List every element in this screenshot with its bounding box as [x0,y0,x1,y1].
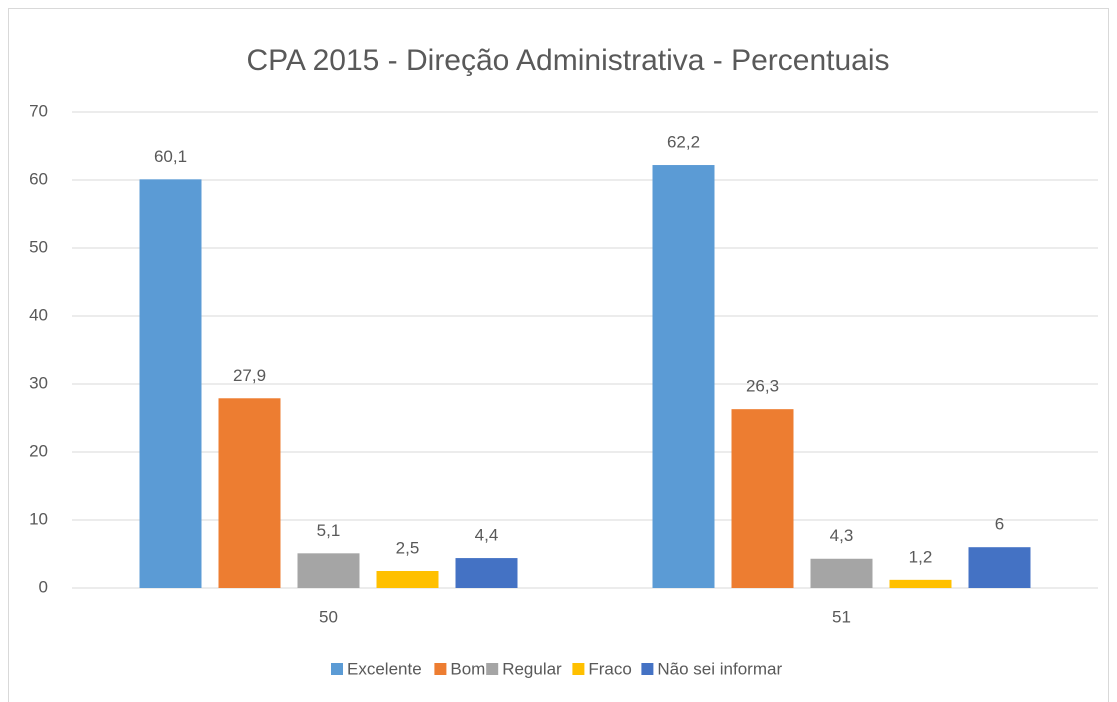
value-label: 4,3 [830,526,854,545]
bar [731,409,794,588]
bar [139,179,202,588]
value-label: 5,1 [317,521,341,540]
chart-title: CPA 2015 - Direção Administrativa - Perc… [246,44,889,77]
y-tick-label: 50 [29,237,48,256]
x-tick-label: 51 [832,607,851,626]
value-label: 26,3 [746,377,779,396]
value-label: 4,4 [475,526,499,545]
legend-swatch [641,663,654,675]
legend-label: Não sei informar [657,659,782,678]
y-tick-label: 10 [29,509,48,528]
legend-label: Regular [502,659,562,678]
value-label: 27,9 [233,366,266,385]
value-label: 2,5 [396,538,420,557]
bar [889,579,952,588]
legend-label: Excelente [347,659,422,678]
value-label: 6 [995,515,1004,534]
bar [218,398,281,588]
x-tick-label: 50 [319,607,338,626]
bar [968,547,1031,588]
legend-label: Fraco [588,659,631,678]
value-label: 1,2 [909,547,933,566]
y-tick-label: 0 [39,577,48,596]
legend-swatch [572,663,585,675]
legend-label: Bom [450,659,485,678]
y-tick-label: 40 [29,305,48,324]
bar [297,553,360,588]
bar [810,558,873,588]
value-label: 60,1 [154,147,187,166]
y-tick-label: 60 [29,169,48,188]
bar [652,165,715,589]
legend-swatch [331,663,343,675]
bar [376,571,439,588]
y-tick-label: 20 [29,441,48,460]
y-tick-label: 70 [29,101,48,120]
y-tick-label: 30 [29,373,48,392]
bar [455,558,518,588]
legend-swatch [434,663,447,675]
value-label: 62,2 [667,133,700,152]
legend-swatch [486,663,499,675]
